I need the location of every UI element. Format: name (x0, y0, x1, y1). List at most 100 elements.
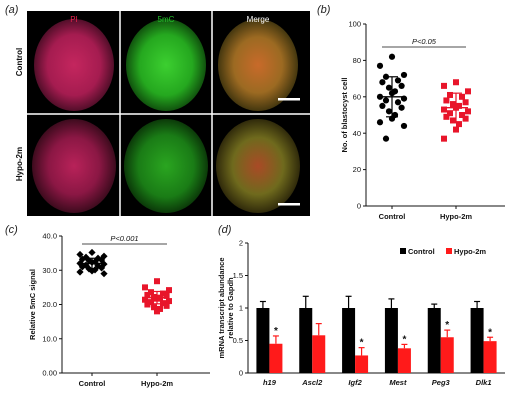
embryo-control-5mc (126, 19, 206, 111)
panel-label-a: (a) (5, 4, 19, 16)
micrograph-grid: PI 5mC Merge Control Hypo-2m (15, 11, 310, 216)
data-point (456, 121, 462, 128)
y-tick-label: 100 (348, 20, 361, 29)
bar (342, 308, 356, 373)
data-point (398, 104, 405, 111)
data-point (144, 301, 151, 308)
data-point (379, 79, 386, 86)
y-tick-label: 0 (239, 369, 243, 378)
significance-label: P<0.05 (412, 37, 437, 46)
data-point (400, 122, 408, 130)
data-point (450, 101, 456, 108)
data-point (76, 268, 84, 276)
bar (470, 308, 484, 373)
data-point (144, 291, 151, 298)
legend-label: Control (408, 247, 435, 256)
y-tick-label: 2 (239, 239, 243, 248)
y-tick-label: 40.0 (42, 232, 57, 241)
bar (256, 308, 270, 373)
data-point (400, 71, 408, 79)
panel-label-b: (b) (317, 4, 331, 16)
bar (269, 343, 283, 373)
data-point (443, 97, 450, 104)
data-point (151, 304, 157, 311)
data-point (441, 135, 447, 142)
data-point (388, 53, 396, 60)
data-point (98, 264, 106, 272)
x-tick-label: Igf2 (348, 378, 362, 387)
y-tick-label: 20 (353, 165, 361, 174)
x-tick-label: Hypo-2m (141, 379, 173, 388)
x-tick-label: Mest (389, 378, 407, 387)
y-axis-label: mRNA transcript abundance (217, 258, 226, 359)
data-point (394, 99, 402, 106)
data-point (78, 263, 86, 271)
embryo-hypo-merge (216, 119, 300, 213)
significance-star: * (488, 327, 492, 338)
y-tick-label: 1 (239, 304, 243, 313)
row-label-hypo: Hypo-2m (15, 147, 24, 181)
panel-label-d: (d) (218, 224, 232, 236)
data-point (91, 266, 99, 274)
data-point (443, 113, 450, 120)
y-axis-label: No. of blastocyst cell (340, 77, 349, 152)
data-point (142, 296, 148, 303)
y-tick-label: 30.0 (42, 266, 57, 275)
data-point (82, 261, 90, 269)
data-point (394, 77, 402, 84)
data-point (78, 255, 86, 263)
data-point (94, 262, 102, 270)
data-point (382, 97, 390, 104)
y-tick-label: 1.5 (233, 271, 243, 280)
data-point (163, 302, 170, 309)
y-tick-label: 10.0 (42, 334, 57, 343)
bar (355, 355, 369, 373)
significance-star: * (445, 320, 449, 331)
data-point (376, 119, 384, 126)
data-point (450, 117, 456, 124)
x-tick-label: Dlk1 (476, 378, 492, 387)
data-point (385, 84, 393, 91)
scale-bar-control (278, 98, 300, 101)
legend-swatch (446, 248, 452, 254)
data-point (85, 257, 93, 265)
data-point (447, 110, 453, 117)
data-point (76, 250, 84, 259)
chart-c: 0.00 10.0 20.0 30.0 40.0 Relative 5mC signal C… (28, 232, 210, 388)
y-tick-label: 40 (353, 129, 361, 138)
data-point (166, 298, 172, 305)
significance-star: * (402, 334, 406, 345)
data-point (160, 300, 166, 307)
data-point (465, 88, 471, 95)
data-point (398, 82, 405, 89)
data-point (462, 115, 469, 122)
data-point (462, 99, 469, 106)
data-point (142, 284, 148, 291)
x-tick-label: Hypo-2m (440, 212, 472, 221)
embryo-control-merge (218, 19, 298, 111)
y-tick-label: 0.00 (42, 369, 57, 378)
data-point (379, 102, 386, 109)
embryo-hypo-pi (32, 119, 116, 213)
col-title-merge: Merge (247, 15, 270, 24)
bar (299, 308, 313, 373)
x-tick-label: Control (79, 379, 106, 388)
chart-d: 0 0.5 1 1.5 2 mRNA transcript abundance relati… (217, 239, 505, 387)
legend-label: Hypo-2m (454, 247, 486, 256)
bar (312, 335, 326, 373)
col-title-5mc: 5mC (158, 15, 175, 24)
data-point (453, 79, 459, 86)
data-point (148, 299, 154, 306)
data-point (453, 126, 459, 133)
legend: Control Hypo-2m (400, 247, 486, 256)
data-point (154, 308, 160, 315)
data-point (88, 248, 96, 257)
data-point (447, 91, 453, 98)
embryo-hypo-5mc (124, 119, 208, 213)
bar (397, 348, 411, 373)
data-point (382, 135, 390, 142)
data-point (166, 287, 172, 294)
data-point (376, 62, 384, 69)
significance-label: P<0.001 (110, 234, 138, 243)
